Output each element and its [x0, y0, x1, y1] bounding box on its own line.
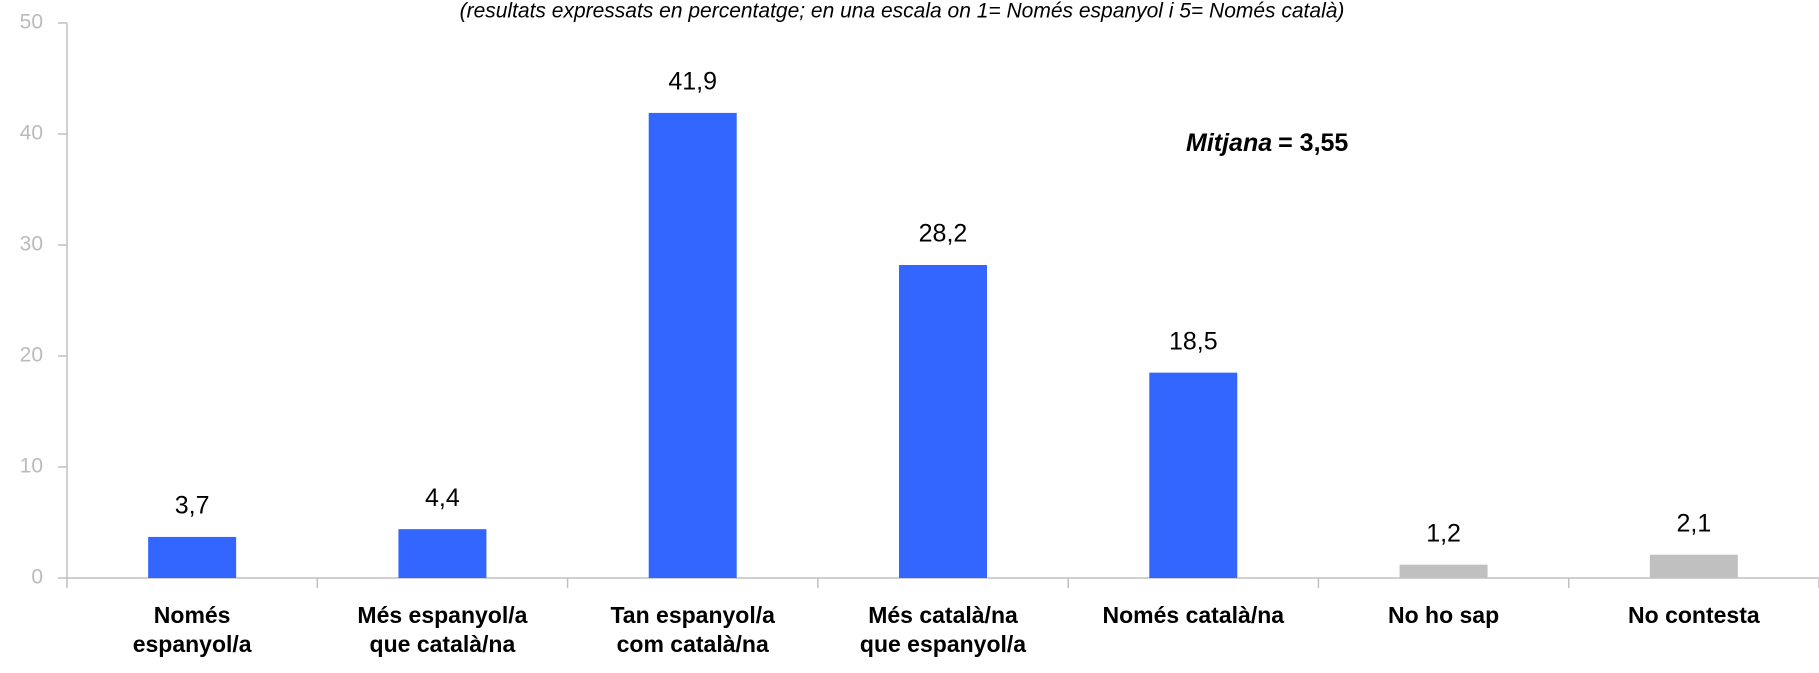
y-tick-label: 50 [20, 11, 43, 34]
y-tick-label: 0 [31, 566, 43, 589]
value-label: 28,2 [919, 220, 968, 248]
y-tick-label: 30 [20, 233, 43, 256]
bar [899, 264, 987, 578]
value-label: 2,1 [1676, 509, 1711, 537]
x-tick-label: Més espanyol/a que català/na [357, 602, 528, 657]
bar [1149, 372, 1238, 578]
value-label: 4,4 [425, 484, 460, 512]
x-tick-label: Més català/na que espanyol/a [859, 602, 1027, 657]
value-label: 3,7 [175, 492, 210, 520]
x-tick-label: Només espanyol/a [132, 602, 252, 657]
bar [1649, 554, 1738, 578]
bar [1399, 564, 1488, 578]
y-tick-label: 10 [20, 455, 43, 478]
x-tick-label: No contesta [1628, 602, 1760, 628]
x-tick-label: No ho sap [1387, 602, 1500, 628]
chart-subtitle: (resultats expressats en percentatge; en… [460, 0, 1345, 23]
annotation-value: = 3,55 [1278, 129, 1348, 157]
annotation-label: Mitjana [1186, 129, 1272, 157]
y-tick-label: 20 [20, 344, 43, 367]
annotation: Mitjana = 3,55 [1186, 129, 1348, 157]
y-tick-label: 40 [20, 122, 43, 145]
x-tick-label: Només català/na [1102, 602, 1285, 628]
bar [398, 529, 487, 578]
bar [148, 536, 237, 578]
x-tick-label: Tan espanyol/a com català/na [610, 602, 775, 657]
value-label: 41,9 [668, 68, 717, 96]
value-label: 18,5 [1169, 327, 1218, 355]
bar [648, 112, 737, 578]
value-label: 1,2 [1426, 519, 1461, 547]
